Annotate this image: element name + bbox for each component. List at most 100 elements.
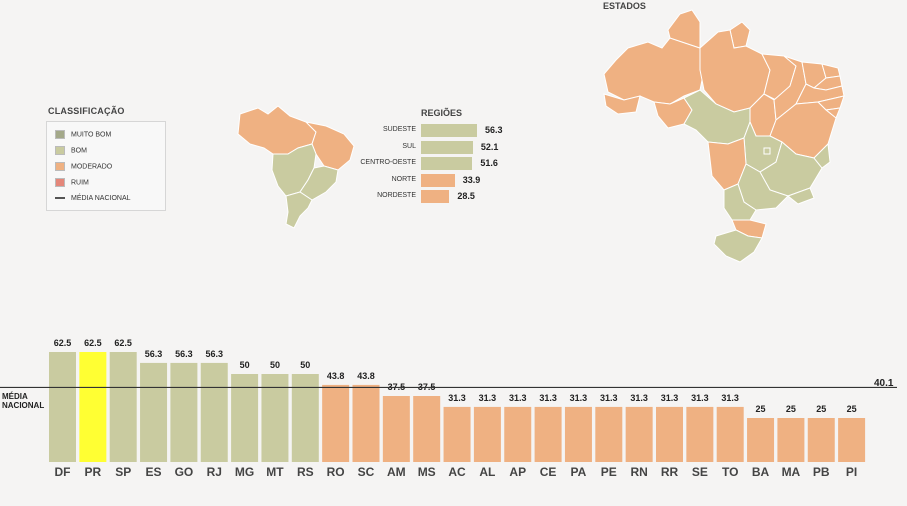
- region-value: 51.6: [480, 158, 498, 168]
- region-bar: [421, 157, 473, 170]
- region-label: SUL: [402, 142, 416, 150]
- region-bar: [421, 124, 477, 137]
- category-label: RR: [661, 465, 679, 479]
- legend-swatch: [55, 146, 65, 155]
- category-label: AM: [387, 465, 406, 479]
- bar-to: [716, 406, 744, 462]
- states-map: [603, 9, 845, 263]
- region-label: NORTE: [391, 175, 416, 183]
- map-region-sul: [285, 191, 313, 229]
- category-label: AC: [448, 465, 466, 479]
- state-df: [763, 147, 771, 155]
- bar-value-label: 31.3: [721, 393, 739, 403]
- region-value: 56.3: [485, 125, 503, 135]
- media-nacional-label: MÉDIA NACIONAL: [2, 392, 45, 410]
- legend-title: CLASSIFICAÇÃO: [48, 106, 125, 116]
- legend-swatch: [55, 162, 65, 171]
- bar-value-label: 62.5: [54, 338, 72, 348]
- category-label: RN: [630, 465, 647, 479]
- category-label: RS: [297, 465, 314, 479]
- legend-item-moderado: MODERADO: [55, 162, 112, 172]
- regions-title: REGIÕES: [421, 108, 463, 118]
- legend-swatch: [55, 178, 65, 187]
- map-region-sudeste: [299, 165, 339, 201]
- bar-ms: [413, 396, 441, 462]
- bar-ma: [777, 418, 805, 462]
- region-value: 28.5: [457, 191, 475, 201]
- category-label: MA: [782, 465, 801, 479]
- bar-value-label: 50: [240, 360, 250, 370]
- bar-value-label: 31.3: [570, 393, 588, 403]
- bar-pa: [564, 406, 592, 462]
- bar-pi: [838, 418, 866, 462]
- legend-item-bom: BOM: [55, 146, 87, 156]
- bar-value-label: 25: [756, 404, 766, 414]
- bar-value-label: 50: [270, 360, 280, 370]
- bar-pe: [595, 406, 623, 462]
- category-label: GO: [175, 465, 194, 479]
- bar-rr: [656, 406, 683, 462]
- legend-label: BOM: [71, 147, 87, 155]
- state-rr: [667, 9, 701, 49]
- bar-value-label: 62.5: [84, 338, 102, 348]
- region-value: 52.1: [480, 141, 499, 152]
- bar-ba: [747, 418, 775, 462]
- legend-item-media-nacional: MÉDIA NACIONAL: [55, 194, 131, 204]
- bar-sc: [352, 384, 380, 462]
- bar-pb: [807, 418, 835, 462]
- bar-es: [140, 362, 168, 462]
- legend-label: RUIM: [71, 179, 89, 187]
- bar-value-label: 25: [847, 404, 857, 414]
- bar-ap: [504, 406, 532, 462]
- category-label: MG: [235, 465, 254, 479]
- region-label: CENTRO-OESTE: [360, 159, 416, 166]
- bar-value-label: 31.3: [509, 393, 527, 403]
- category-label: TO: [722, 465, 738, 479]
- region-label: SUDESTE: [382, 126, 416, 133]
- category-label: CE: [540, 465, 557, 479]
- category-label: MS: [418, 465, 436, 479]
- bar-go: [170, 362, 198, 462]
- bar-mt: [261, 374, 289, 462]
- state-am: [603, 37, 705, 105]
- bar-value-label: 43.8: [327, 371, 345, 381]
- bar-sp: [109, 352, 137, 462]
- state-rs: [713, 229, 763, 263]
- bar-value-label: 31.3: [479, 393, 497, 403]
- category-label: AP: [509, 465, 526, 479]
- region-bar: [421, 173, 455, 187]
- state-ac: [603, 93, 641, 115]
- region-value: 33.9: [462, 174, 481, 185]
- bar-value-label: 56.3: [175, 349, 193, 359]
- category-label: PR: [85, 465, 102, 479]
- legend-item-ruim: RUIM: [55, 178, 89, 188]
- bar-value-label: 31.3: [630, 393, 648, 403]
- category-label: SP: [115, 465, 131, 479]
- states-map-title: ESTADOS: [603, 1, 646, 11]
- bar-value-label: 31.3: [600, 393, 618, 403]
- bar-rn: [625, 406, 653, 462]
- state-pr: [723, 183, 757, 221]
- category-label: DF: [55, 465, 71, 479]
- category-label: RJ: [207, 465, 222, 479]
- legend-box: MUITO BOM BOM MODERADO RUIM MÉDIA NACION…: [46, 121, 166, 211]
- region-bar: [421, 190, 450, 203]
- bar-pr: [79, 352, 107, 462]
- category-label: BA: [752, 465, 770, 479]
- bar-ce: [534, 406, 562, 462]
- legend-label: MUITO BOM: [71, 131, 112, 139]
- bar-value-label: 25: [816, 404, 826, 414]
- legend-label: MODERADO: [71, 163, 113, 171]
- bar-ac: [443, 406, 471, 462]
- category-label: PE: [601, 465, 617, 479]
- bar-value-label: 50: [300, 360, 310, 370]
- bar-value-label: 43.8: [357, 371, 375, 381]
- regions-map: [237, 105, 355, 229]
- bar-value-label: 31.3: [539, 393, 557, 403]
- bar-se: [686, 406, 714, 462]
- category-label: AL: [479, 465, 495, 479]
- media-nacional-value: 40.1: [874, 378, 894, 389]
- category-label: MT: [266, 465, 284, 479]
- bar-rj: [200, 362, 228, 462]
